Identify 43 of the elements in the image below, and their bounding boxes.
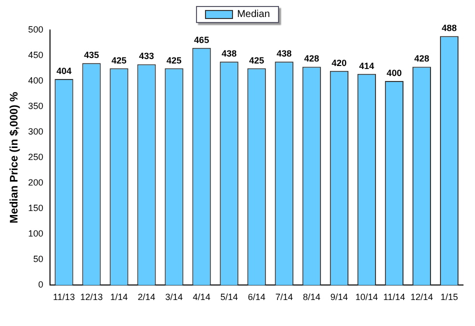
y-tick-label: 0	[38, 280, 44, 290]
y-tick-label: 350	[28, 101, 44, 112]
x-tick-label: 11/14	[383, 292, 406, 302]
data-label: 435	[84, 50, 100, 60]
y-tick-label: 450	[28, 50, 44, 60]
x-tick-label: 8/14	[302, 292, 320, 302]
data-label: 420	[332, 58, 347, 68]
x-tick-label: 1/14	[110, 292, 128, 302]
y-axis-title: Median Price (in $,000) %	[8, 92, 21, 224]
data-label: 428	[414, 54, 430, 64]
data-label: 433	[139, 51, 154, 62]
x-tick-label: 12/14	[410, 292, 433, 302]
data-label: 488	[442, 23, 457, 34]
data-label: 438	[222, 48, 237, 59]
y-tick-label: 400	[28, 76, 44, 86]
x-tick-label: 2/14	[138, 292, 156, 302]
y-tick-label: 500	[28, 24, 44, 34]
x-tick-label: 6/14	[248, 292, 266, 302]
x-tick-label: 7/14	[275, 292, 293, 302]
data-label: 414	[359, 60, 374, 71]
y-tick-label: 250	[28, 152, 44, 162]
x-tick-label: 3/14	[165, 292, 183, 302]
x-tick-label: 5/14	[220, 292, 238, 302]
data-label: 425	[112, 55, 127, 66]
data-label: 438	[276, 48, 292, 59]
data-label: 428	[304, 54, 320, 64]
text: Median	[237, 9, 270, 20]
data-label: 400	[386, 68, 402, 78]
y-tick-label: 300	[28, 126, 44, 137]
x-tick-label: 9/14	[330, 292, 348, 302]
x-tick-label: 4/14	[192, 292, 210, 302]
x-tick-label: 12/13	[80, 292, 103, 302]
data-label: 465	[194, 34, 210, 45]
x-tick-label: 11/13	[53, 292, 75, 302]
y-tick-label: 100	[28, 228, 44, 239]
x-tick-label: 1/15	[440, 292, 458, 302]
data-label: 425	[249, 55, 264, 66]
data-label: 425	[166, 55, 182, 66]
y-tick-label: 150	[28, 203, 44, 214]
data-label: 404	[56, 66, 72, 76]
y-tick-label: 200	[28, 178, 44, 188]
x-tick-label: 10/14	[355, 292, 378, 302]
y-tick-label: 50	[33, 254, 44, 264]
